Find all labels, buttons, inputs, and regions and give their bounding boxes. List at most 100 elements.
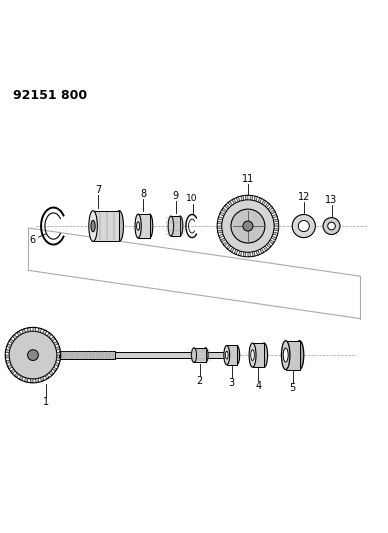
Polygon shape [217, 226, 222, 229]
Polygon shape [57, 352, 61, 355]
Polygon shape [258, 198, 262, 203]
Polygon shape [225, 204, 229, 209]
Polygon shape [33, 327, 36, 332]
Polygon shape [234, 249, 238, 255]
Polygon shape [27, 327, 31, 332]
Polygon shape [49, 371, 54, 376]
Text: 7: 7 [95, 185, 102, 195]
Text: 6: 6 [29, 235, 35, 245]
Polygon shape [9, 339, 14, 343]
Polygon shape [236, 197, 240, 202]
Ellipse shape [234, 345, 240, 365]
Polygon shape [5, 355, 9, 358]
Polygon shape [47, 333, 52, 337]
Polygon shape [6, 360, 10, 364]
Polygon shape [223, 241, 228, 246]
Polygon shape [243, 252, 246, 257]
Polygon shape [230, 247, 234, 252]
Bar [138, 214, 150, 238]
Text: 2: 2 [197, 376, 203, 386]
Polygon shape [17, 331, 21, 336]
Ellipse shape [192, 348, 196, 362]
Polygon shape [52, 367, 57, 372]
Ellipse shape [225, 351, 228, 359]
Polygon shape [238, 251, 242, 256]
Ellipse shape [203, 348, 208, 362]
Polygon shape [7, 344, 11, 348]
Polygon shape [250, 195, 253, 200]
Circle shape [222, 200, 274, 252]
Polygon shape [246, 195, 248, 200]
Polygon shape [5, 349, 10, 353]
Bar [59, 351, 115, 359]
Ellipse shape [89, 211, 97, 241]
Bar [227, 345, 237, 365]
Polygon shape [274, 224, 279, 226]
Text: 11: 11 [242, 174, 254, 184]
Polygon shape [222, 208, 227, 212]
Polygon shape [12, 335, 17, 339]
Circle shape [243, 221, 253, 231]
Polygon shape [51, 336, 55, 341]
Ellipse shape [249, 343, 256, 367]
Text: 5: 5 [289, 383, 296, 393]
Circle shape [292, 214, 315, 238]
Polygon shape [38, 328, 42, 333]
Polygon shape [56, 358, 61, 361]
Polygon shape [268, 206, 273, 211]
Circle shape [28, 350, 38, 360]
Polygon shape [220, 238, 225, 242]
Ellipse shape [115, 211, 123, 241]
Polygon shape [254, 196, 258, 201]
Polygon shape [40, 377, 44, 382]
Polygon shape [45, 374, 49, 379]
Polygon shape [218, 230, 222, 233]
Polygon shape [217, 221, 222, 224]
Ellipse shape [281, 341, 290, 369]
Polygon shape [232, 199, 236, 204]
Bar [115, 352, 238, 358]
Polygon shape [30, 379, 33, 383]
Bar [286, 341, 300, 369]
Text: 10: 10 [185, 194, 197, 203]
Ellipse shape [283, 348, 288, 362]
Polygon shape [274, 219, 278, 222]
Polygon shape [274, 228, 279, 231]
Bar [194, 348, 206, 362]
Text: 13: 13 [326, 195, 338, 205]
Text: 9: 9 [172, 191, 178, 201]
Polygon shape [19, 376, 23, 381]
Text: 12: 12 [298, 192, 310, 202]
Polygon shape [260, 248, 264, 254]
Text: 8: 8 [140, 189, 146, 199]
Polygon shape [270, 210, 275, 214]
Circle shape [298, 221, 309, 232]
Ellipse shape [237, 352, 240, 358]
Ellipse shape [137, 222, 140, 230]
Polygon shape [218, 234, 224, 238]
Polygon shape [24, 378, 28, 382]
Circle shape [231, 209, 265, 243]
Polygon shape [218, 216, 223, 220]
Ellipse shape [91, 220, 95, 232]
Polygon shape [228, 201, 232, 206]
Ellipse shape [295, 341, 304, 369]
Ellipse shape [261, 343, 268, 367]
Ellipse shape [224, 345, 230, 365]
Polygon shape [54, 341, 58, 345]
Polygon shape [8, 365, 12, 369]
Ellipse shape [147, 214, 153, 238]
Polygon shape [220, 212, 225, 216]
Polygon shape [265, 203, 270, 207]
Text: 1: 1 [43, 398, 49, 408]
Polygon shape [226, 245, 231, 249]
Text: 92151 800: 92151 800 [13, 90, 87, 102]
Ellipse shape [135, 214, 141, 238]
Polygon shape [269, 240, 274, 244]
Text: 4: 4 [255, 381, 262, 391]
Polygon shape [267, 243, 271, 248]
Polygon shape [14, 373, 19, 377]
Polygon shape [248, 252, 250, 257]
Polygon shape [10, 369, 15, 374]
Polygon shape [263, 246, 268, 251]
